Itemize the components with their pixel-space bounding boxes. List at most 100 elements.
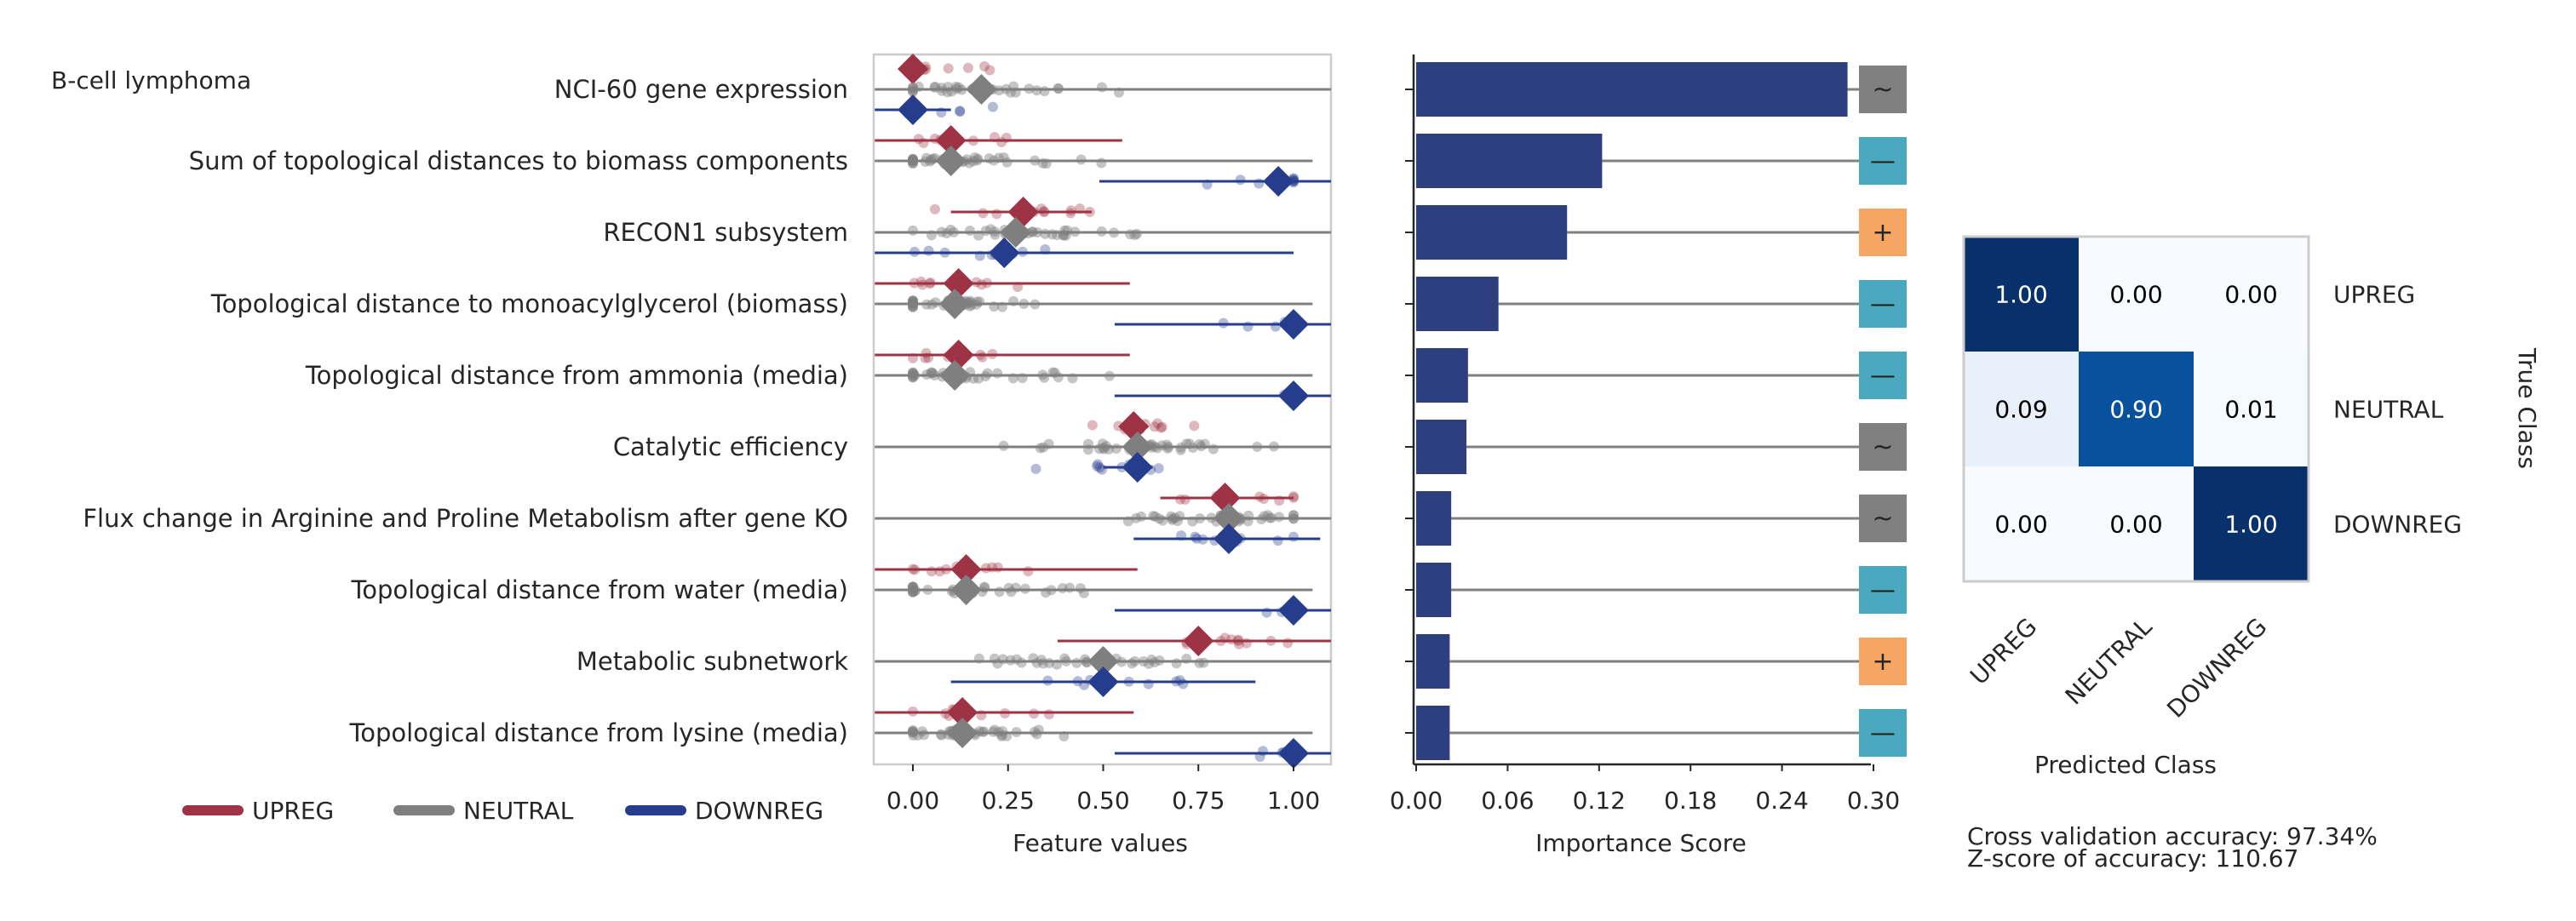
sample-point bbox=[929, 203, 940, 215]
sample-point bbox=[955, 106, 966, 117]
sample-point bbox=[992, 368, 1003, 379]
feature-label: Topological distance from water (media) bbox=[350, 575, 848, 604]
sample-point bbox=[1110, 443, 1122, 455]
sample-point bbox=[1153, 463, 1164, 474]
direction-marker-box bbox=[1859, 280, 1907, 328]
sample-point bbox=[1093, 459, 1104, 470]
sample-point bbox=[1040, 228, 1051, 239]
mean-diamond bbox=[1263, 166, 1294, 197]
sample-point bbox=[1272, 535, 1283, 546]
chart-title: B-cell lymphoma bbox=[51, 66, 251, 94]
sample-point bbox=[1162, 443, 1173, 454]
mean-diamond bbox=[898, 94, 928, 125]
heatmap-cell bbox=[2079, 466, 2194, 581]
mean-diamond bbox=[935, 146, 967, 176]
sample-point bbox=[1288, 491, 1299, 502]
mean-diamond bbox=[1213, 503, 1245, 534]
heatmap-cell bbox=[1964, 237, 2079, 352]
sample-point bbox=[1065, 208, 1076, 219]
x-tick-label: 0.50 bbox=[1076, 787, 1129, 815]
mean-diamond bbox=[1122, 452, 1153, 483]
direction-marker-symbol: ~ bbox=[1872, 504, 1893, 534]
sample-point bbox=[1156, 422, 1167, 433]
heatmap-cell bbox=[2194, 352, 2309, 466]
mean-diamond bbox=[966, 74, 997, 105]
sample-point bbox=[992, 658, 1003, 669]
direction-marker-symbol: — bbox=[1870, 361, 1896, 391]
sample-point bbox=[1096, 157, 1107, 169]
heatmap-col-label: DOWNREG bbox=[2161, 613, 2272, 724]
sample-point bbox=[1152, 418, 1163, 429]
sample-point bbox=[965, 226, 976, 237]
heatmap-row-label: NEUTRAL bbox=[2333, 396, 2444, 424]
zscore-text: Z-score of accuracy: 110.67 bbox=[1967, 844, 2298, 872]
series-neutral bbox=[875, 74, 1331, 748]
mean-diamond bbox=[1183, 626, 1214, 656]
mean-diamond bbox=[1278, 309, 1309, 340]
direction-marker-box bbox=[1859, 209, 1907, 256]
sample-point bbox=[923, 245, 934, 256]
heatmap-row-label: DOWNREG bbox=[2333, 511, 2462, 539]
confusion-xlabel: Predicted Class bbox=[2034, 751, 2217, 779]
sample-point bbox=[1241, 638, 1252, 649]
sample-point bbox=[1094, 462, 1105, 473]
direction-marker-box bbox=[1859, 137, 1907, 185]
mean-diamond bbox=[1209, 483, 1241, 513]
heatmap-cell-value: 0.90 bbox=[2109, 396, 2162, 424]
sample-point bbox=[984, 65, 995, 76]
mean-diamond bbox=[1278, 738, 1309, 769]
series-downreg bbox=[875, 94, 1331, 769]
sample-point bbox=[1092, 460, 1103, 472]
confusion-ylabel: True Class bbox=[2513, 347, 2541, 469]
heatmap-cell-value: 0.00 bbox=[1994, 511, 2047, 539]
feature-label: Catalytic efficiency bbox=[613, 432, 848, 461]
importance-bar bbox=[1416, 706, 1450, 760]
direction-marker-symbol: + bbox=[1872, 647, 1893, 677]
sample-point bbox=[1043, 709, 1054, 720]
feature-label: Topological distance from lysine (media) bbox=[348, 718, 848, 747]
sample-point bbox=[994, 586, 1005, 598]
sample-point bbox=[1156, 421, 1168, 432]
importance-bar bbox=[1416, 62, 1848, 117]
feature-label: Topological distance to monoacylglycerol… bbox=[210, 289, 848, 318]
mean-diamond bbox=[1118, 411, 1150, 442]
direction-marker-symbol: — bbox=[1870, 289, 1896, 319]
heatmap-col-label: NEUTRAL bbox=[2060, 612, 2158, 710]
sample-point bbox=[943, 63, 954, 74]
mean-diamond bbox=[989, 237, 1020, 268]
mean-diamond bbox=[935, 125, 967, 156]
sample-point bbox=[979, 60, 990, 72]
heatmap-cell-value: 0.00 bbox=[2109, 511, 2162, 539]
direction-marker-symbol: — bbox=[1870, 146, 1896, 176]
x-tick-label: 0.00 bbox=[1390, 787, 1443, 815]
heatmap-cell-value: 0.00 bbox=[2224, 281, 2277, 309]
mean-diamond bbox=[1000, 217, 1031, 248]
direction-marker-symbol: ~ bbox=[1872, 75, 1893, 105]
sample-point bbox=[913, 134, 924, 145]
heatmap-cell-value: 1.00 bbox=[2224, 511, 2277, 539]
feature-label: RECON1 subsystem bbox=[603, 218, 848, 247]
sample-point bbox=[908, 225, 918, 236]
feature-label: Metabolic subnetwork bbox=[577, 647, 848, 676]
importance-bar bbox=[1416, 634, 1450, 689]
heatmap-cell-value: 1.00 bbox=[1994, 281, 2047, 309]
x-tick-label: 0.24 bbox=[1755, 787, 1808, 815]
direction-marker-box bbox=[1859, 495, 1907, 542]
heatmap-cell-value: 0.09 bbox=[1994, 396, 2047, 424]
importance-bar bbox=[1416, 277, 1499, 331]
heatmap-frame bbox=[1962, 235, 2310, 583]
feature-label: NCI-60 gene expression bbox=[554, 75, 848, 104]
sample-point bbox=[927, 153, 938, 164]
feature-label: Flux change in Arginine and Proline Meta… bbox=[83, 504, 848, 533]
sample-point bbox=[1242, 321, 1254, 332]
importance-bar bbox=[1416, 134, 1603, 188]
sample-point bbox=[1076, 154, 1087, 165]
x-tick-label: 0.00 bbox=[886, 787, 939, 815]
sample-point bbox=[987, 101, 998, 112]
mean-diamond bbox=[943, 268, 974, 299]
direction-marker-box bbox=[1859, 566, 1907, 614]
sample-point bbox=[1178, 678, 1189, 689]
sample-point bbox=[908, 297, 918, 308]
mean-diamond bbox=[1213, 523, 1245, 554]
